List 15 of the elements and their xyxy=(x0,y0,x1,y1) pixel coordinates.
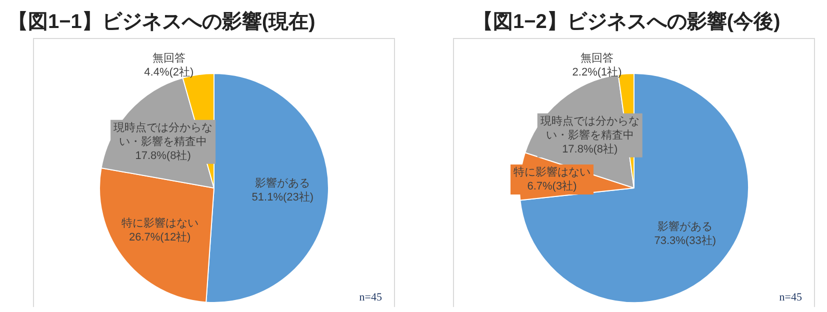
data-label: 26.7%(12社) xyxy=(128,230,191,244)
slice-label: 無回答 xyxy=(580,52,614,65)
data-label: 73.3%(33社) xyxy=(654,234,716,247)
slice-label: 無回答 xyxy=(152,52,186,65)
slice-label: 現時点では分からない・影響を精査中 xyxy=(114,120,213,148)
data-label: 4.4%(2社) xyxy=(144,66,194,79)
text: n=45 xyxy=(779,291,802,304)
slice-label: 影響がある xyxy=(255,176,310,190)
data-label: 51.1%(23社) xyxy=(252,190,314,204)
text: n=45 xyxy=(359,291,382,304)
slice-label: 特に影響はない xyxy=(121,216,198,230)
chart-title: 【図1−2】ビジネスへの影響(今後) xyxy=(472,10,782,35)
chart-title: 【図1−1】ビジネスへの影響(現在) xyxy=(8,10,316,35)
slice-label: 影響がある xyxy=(658,220,713,233)
data-label: 17.8%(8社) xyxy=(135,148,191,162)
